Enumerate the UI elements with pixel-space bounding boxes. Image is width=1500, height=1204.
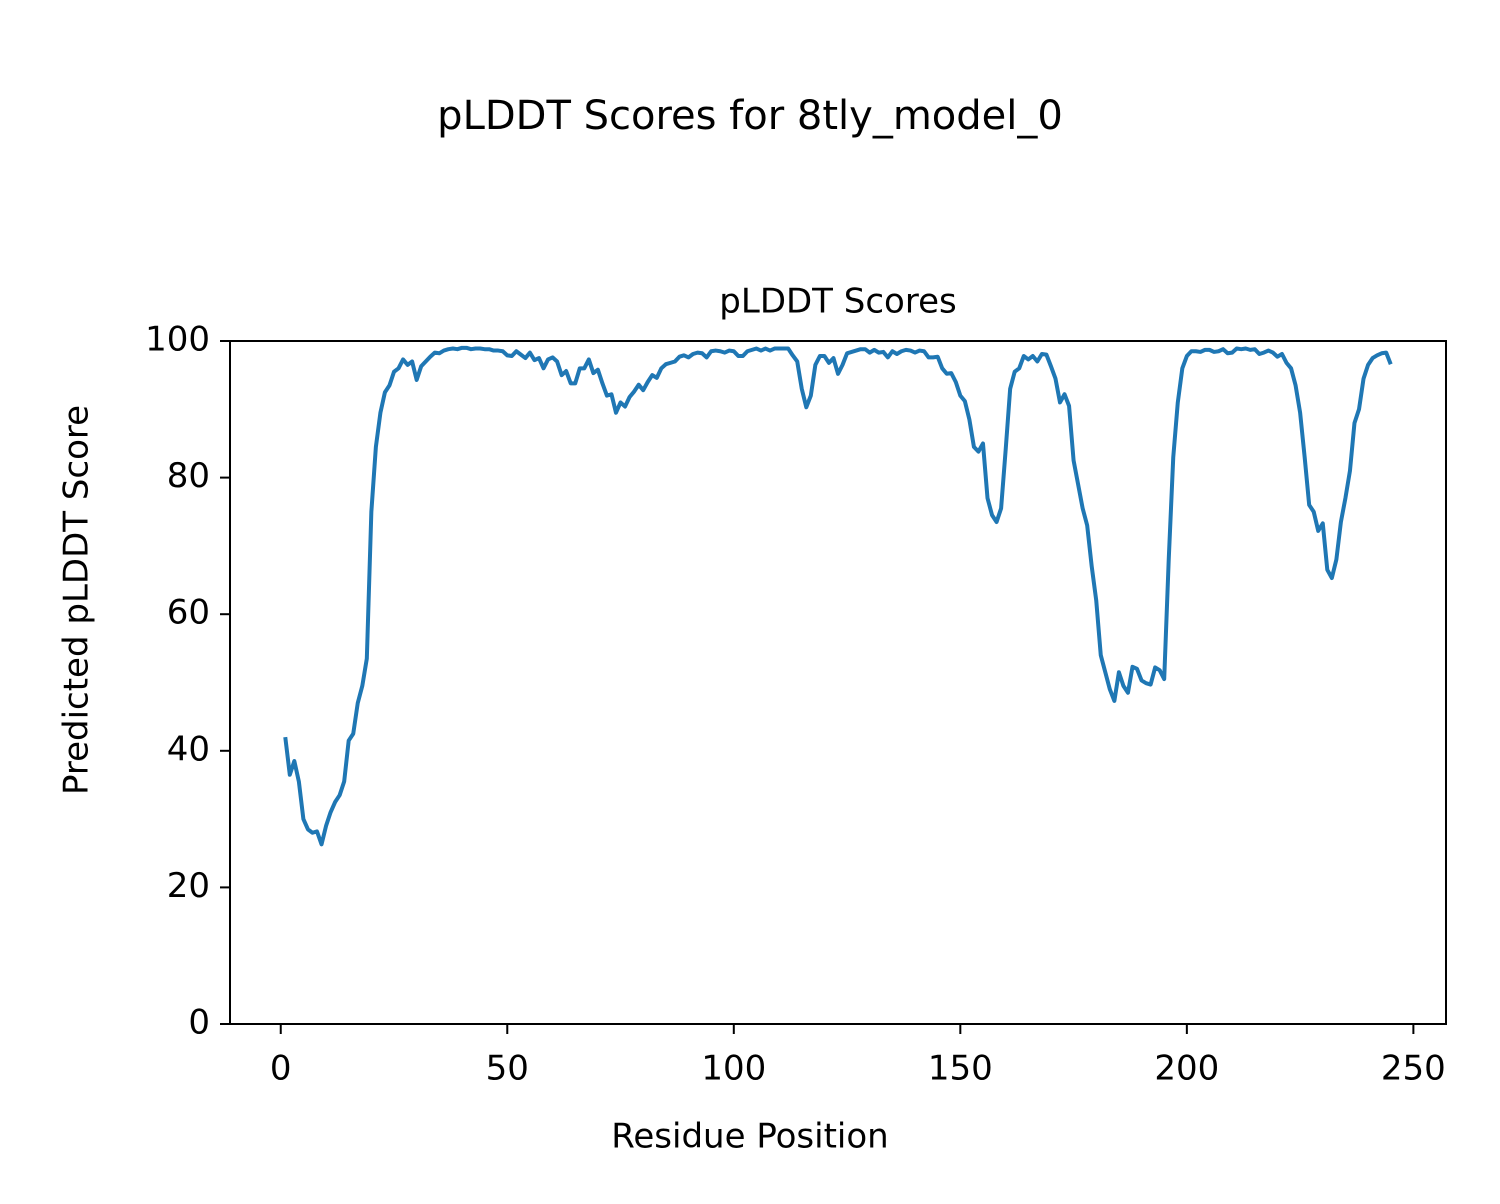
x-tick-label: 50 [486,1049,529,1089]
y-tick-label: 40 [167,729,210,769]
y-tick-label: 100 [145,320,210,360]
x-tick-label: 250 [1381,1049,1446,1089]
y-tick-label: 60 [167,593,210,633]
y-tick-label: 0 [188,1003,210,1043]
plot-frame [229,340,1447,1025]
x-tick-label: 0 [270,1049,292,1089]
chart-title: pLDDT Scores for 8tly_model_0 [437,93,1063,139]
y-tick-label: 20 [167,866,210,906]
y-axis-label: Predicted pLDDT Score [57,405,97,795]
axes-title: pLDDT Scores [719,282,956,322]
x-axis-label: Residue Position [611,1117,888,1157]
x-tick-label: 100 [701,1049,766,1089]
data-line [283,345,1393,847]
x-tick-label: 150 [928,1049,993,1089]
y-tick-label: 80 [167,456,210,496]
x-tick-label: 200 [1154,1049,1219,1089]
